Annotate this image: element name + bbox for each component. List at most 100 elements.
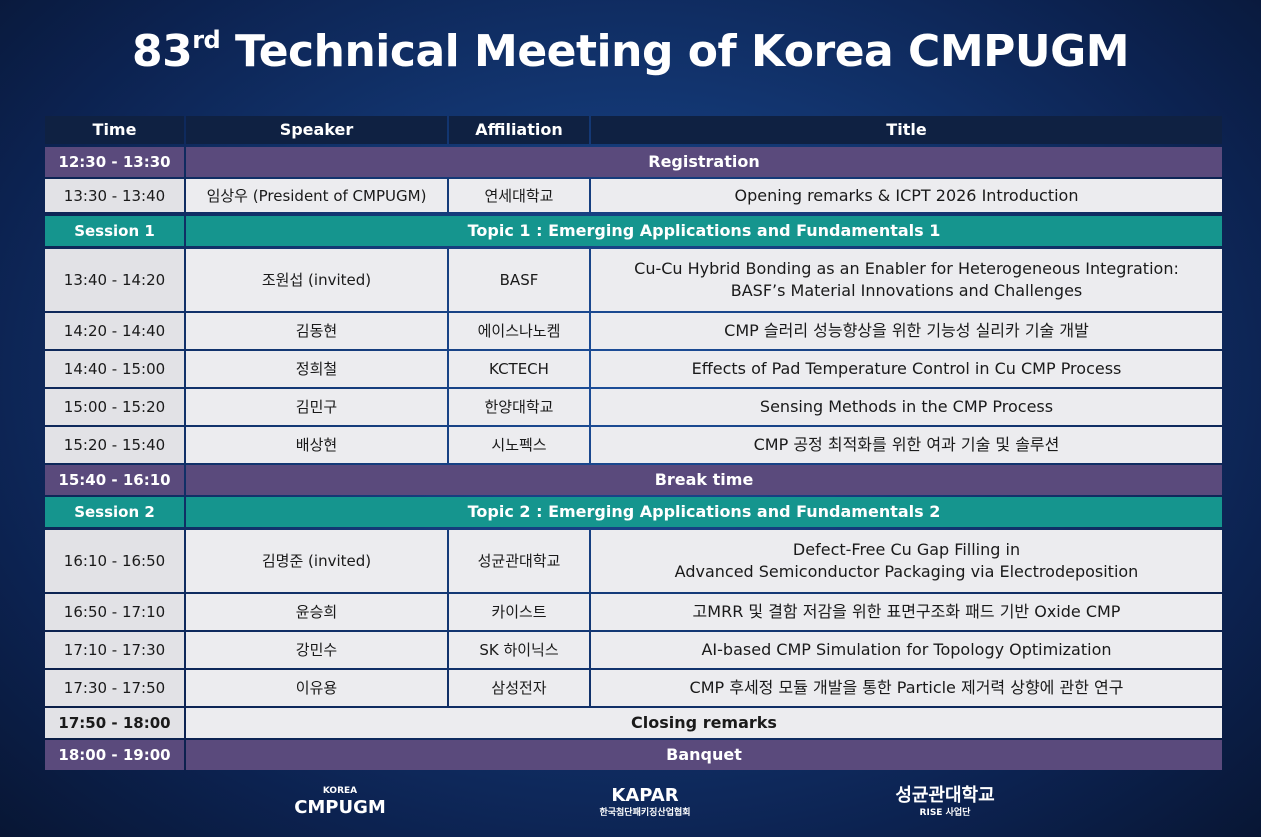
- time-cell: 15:40 - 16:10: [45, 465, 184, 495]
- text: 17:10 - 17:30: [63, 641, 166, 659]
- text: KAPAR: [611, 785, 679, 806]
- time-cell: 13:40 - 14:20: [45, 249, 184, 311]
- title-line: BASF’s Material Innovations and Challeng…: [731, 280, 1083, 302]
- column-header: Time: [45, 116, 184, 144]
- column-header: Affiliation: [449, 116, 589, 144]
- affiliation-cell: 카이스트: [449, 594, 589, 630]
- text: KOREA: [322, 786, 358, 796]
- speaker-cell: 윤승희: [186, 594, 447, 630]
- text: 성균관대학교: [477, 552, 561, 570]
- text: 성균관대학교: [895, 785, 995, 806]
- column-header: Speaker: [186, 116, 447, 144]
- text: Sensing Methods in the CMP Process: [759, 397, 1054, 416]
- text: Cu-Cu Hybrid Bonding as an Enabler for H…: [634, 259, 1179, 278]
- title-number: 83: [131, 26, 193, 77]
- logo-small: 한국첨단패키징산업협회: [560, 807, 730, 819]
- logo-main: CMPUGM: [255, 797, 425, 819]
- title-cell: Opening remarks & ICPT 2026 Introduction: [591, 179, 1222, 212]
- speaker-cell: 조원섭 (invited): [186, 249, 447, 311]
- title-cell: Cu-Cu Hybrid Bonding as an Enabler for H…: [591, 249, 1222, 311]
- title-cell: Effects of Pad Temperature Control in Cu…: [591, 351, 1222, 387]
- speaker-cell: 강민수: [186, 632, 447, 668]
- text: 15:20 - 15:40: [63, 436, 166, 454]
- text: 에이스나노켐: [477, 322, 561, 340]
- affiliation-cell: KCTECH: [449, 351, 589, 387]
- title-suffix: rd: [192, 26, 221, 54]
- text: 14:20 - 14:40: [63, 322, 166, 340]
- logo-main: KAPAR: [560, 785, 730, 807]
- text: 16:10 - 16:50: [63, 552, 166, 570]
- text: 삼성전자: [491, 679, 547, 697]
- text: 강민수: [295, 641, 338, 659]
- title-cell: CMP 슬러리 성능향상을 위한 기능성 실리카 기술 개발: [591, 313, 1222, 349]
- speaker-cell: 정희철: [186, 351, 447, 387]
- affiliation-cell: 연세대학교: [449, 179, 589, 212]
- text: Effects of Pad Temperature Control in Cu…: [691, 359, 1122, 378]
- logo: KOREA CMPUGM: [255, 785, 425, 819]
- text: 18:00 - 19:00: [58, 746, 171, 764]
- time-cell: 14:20 - 14:40: [45, 313, 184, 349]
- text: 김민구: [295, 398, 338, 416]
- text: BASF’s Material Innovations and Challeng…: [730, 281, 1083, 300]
- text: AI-based CMP Simulation for Topology Opt…: [701, 640, 1112, 659]
- text: 한국첨단패키징산업협회: [599, 808, 691, 818]
- text: 15:00 - 15:20: [63, 398, 166, 416]
- text: 17:50 - 18:00: [58, 714, 171, 732]
- time-cell: 16:50 - 17:10: [45, 594, 184, 630]
- text: 한양대학교: [484, 398, 554, 416]
- affiliation-cell: BASF: [449, 249, 589, 311]
- affiliation-cell: 한양대학교: [449, 389, 589, 425]
- time-cell: 13:30 - 13:40: [45, 179, 184, 212]
- text: 배상현: [295, 436, 338, 454]
- text: 16:50 - 17:10: [63, 603, 166, 621]
- title-line: Effects of Pad Temperature Control in Cu…: [692, 358, 1122, 380]
- span-cell: Closing remarks: [186, 708, 1222, 738]
- text: 조원섭 (invited): [261, 271, 372, 289]
- title-cell: CMP 공정 최적화를 위한 여과 기술 및 솔루션: [591, 427, 1222, 463]
- span-cell: Topic 1 : Emerging Applications and Fund…: [186, 216, 1222, 246]
- text: 연세대학교: [484, 186, 554, 205]
- time-cell: 16:10 - 16:50: [45, 530, 184, 592]
- text: CMP 슬러리 성능향상을 위한 기능성 실리카 기술 개발: [724, 321, 1089, 340]
- time-cell: 15:00 - 15:20: [45, 389, 184, 425]
- text: 15:40 - 16:10: [58, 471, 171, 489]
- speaker-cell: 김민구: [186, 389, 447, 425]
- title-cell: Sensing Methods in the CMP Process: [591, 389, 1222, 425]
- logo: 성균관대학교 RISE 사업단: [860, 785, 1030, 819]
- speaker-cell: 김명준 (invited): [186, 530, 447, 592]
- text: Session 1: [74, 222, 155, 240]
- title-line: Defect-Free Cu Gap Filling in: [793, 539, 1020, 561]
- text: 이유용: [295, 679, 338, 697]
- title-line: CMP 후세정 모듈 개발을 통한 Particle 제거력 상향에 관한 연구: [690, 677, 1124, 699]
- title-cell: 고MRR 및 결함 저감을 위한 표면구조화 패드 기반 Oxide CMP: [591, 594, 1222, 630]
- time-cell: 12:30 - 13:30: [45, 147, 184, 177]
- title-line: AI-based CMP Simulation for Topology Opt…: [701, 639, 1111, 661]
- title: 83rd Technical Meeting of Korea CMPUGM: [0, 26, 1261, 77]
- time-cell: 17:50 - 18:00: [45, 708, 184, 738]
- text: 13:40 - 14:20: [63, 271, 166, 289]
- text: Break time: [654, 470, 754, 489]
- affiliation-cell: 에이스나노켐: [449, 313, 589, 349]
- text: 시노펙스: [491, 436, 547, 454]
- speaker-cell: 이유용: [186, 670, 447, 706]
- text: 김동현: [295, 322, 338, 340]
- text: KCTECH: [489, 360, 549, 378]
- text: RISE 사업단: [919, 808, 971, 818]
- text: Banquet: [666, 745, 742, 764]
- span-cell: Registration: [186, 147, 1222, 177]
- title-cell: AI-based CMP Simulation for Topology Opt…: [591, 632, 1222, 668]
- title-line: Advanced Semiconductor Packaging via Ele…: [675, 561, 1139, 583]
- time-cell: 18:00 - 19:00: [45, 740, 184, 770]
- text: CMP 공정 최적화를 위한 여과 기술 및 솔루션: [753, 435, 1060, 454]
- title-line: Opening remarks & ICPT 2026 Introduction: [735, 185, 1079, 207]
- time-cell: Session 1: [45, 216, 184, 246]
- text: 13:30 - 13:40: [63, 186, 166, 205]
- column-header: Title: [591, 116, 1222, 144]
- text: CMP 후세정 모듈 개발을 통한 Particle 제거력 상향에 관한 연구: [689, 678, 1124, 697]
- title-text: Technical Meeting of Korea CMPUGM: [235, 26, 1130, 77]
- affiliation-cell: 시노펙스: [449, 427, 589, 463]
- speaker-cell: 배상현: [186, 427, 447, 463]
- text: CMPUGM: [294, 797, 386, 818]
- span-cell: Break time: [186, 465, 1222, 495]
